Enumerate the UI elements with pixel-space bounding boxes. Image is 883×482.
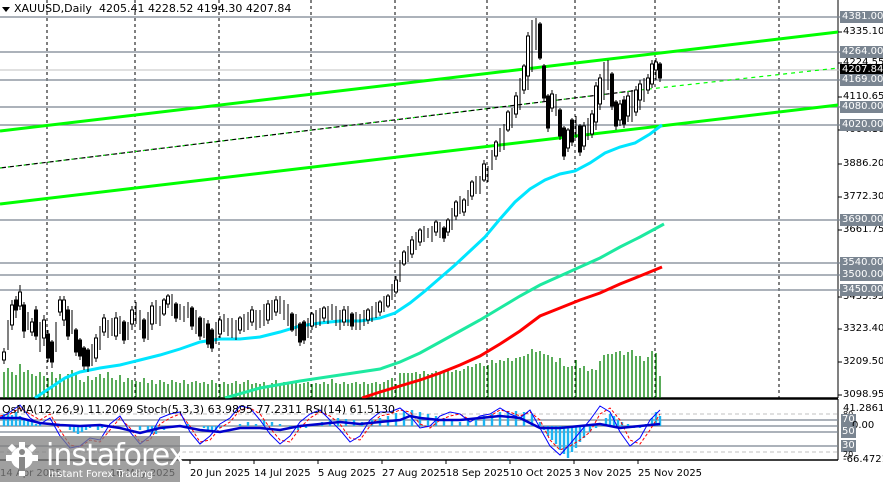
date-label: 3 Nov 2025 xyxy=(574,468,632,479)
level-label: 4080.00 xyxy=(840,101,883,113)
watermark-brand: instaforex xyxy=(46,438,186,473)
indicator-scale-min: -66.4721 xyxy=(843,454,883,465)
candlesticks xyxy=(2,18,662,372)
price-tick: 3772.30 xyxy=(843,191,883,202)
date-label: 20 Jun 2025 xyxy=(190,468,251,479)
level-label: 3450.00 xyxy=(840,284,883,296)
indicator-title: OsMA(12,26,9) 11.2069 Stoch(5,3,3) 63.98… xyxy=(2,403,395,416)
chart-header: XAUUSD,Daily 4205.41 4228.52 4194.30 420… xyxy=(2,2,291,15)
stoch-main-line xyxy=(0,404,661,456)
indicator-level-20: 20 xyxy=(843,450,854,459)
indicator-level-zero: 0.00 xyxy=(852,420,875,431)
date-label: 10 Oct 2025 xyxy=(510,468,572,479)
ema-mid-line xyxy=(224,222,665,400)
level-label: 3690.00 xyxy=(840,214,883,226)
indicator-level-50: 50 xyxy=(841,426,856,438)
ohlc-values: 4205.41 4228.52 4194.30 4207.84 xyxy=(98,2,292,15)
level-label: 4264.00 xyxy=(840,46,883,58)
price-tick: 3323.40 xyxy=(843,323,883,334)
date-label: 14 Jul 2025 xyxy=(254,468,311,479)
current-price-label: 4207.84 xyxy=(840,64,883,76)
date-label: 5 Aug 2025 xyxy=(318,468,376,479)
date-label: 25 Nov 2025 xyxy=(638,468,703,479)
stoch-signal-line xyxy=(0,407,661,451)
price-tick: 3661.75 xyxy=(843,224,883,235)
level-label: 4020.00 xyxy=(840,119,883,131)
ema-slow-line xyxy=(361,265,663,400)
price-tick: 4224.55 xyxy=(843,57,883,68)
dropdown-arrow-icon[interactable] xyxy=(2,6,10,12)
level-label: 4169.00 xyxy=(840,74,883,86)
price-tick: 3435.95 xyxy=(843,291,883,302)
price-tick: 3886.20 xyxy=(843,158,883,169)
volume-bars xyxy=(3,349,661,398)
watermark-tagline: Instant Forex Trading xyxy=(48,469,154,480)
ema-fast-line xyxy=(34,123,663,400)
date-label: 18 Sep 2025 xyxy=(446,468,510,479)
price-tick: 4110.65 xyxy=(843,91,883,102)
date-label: 27 Aug 2025 xyxy=(382,468,447,479)
indicator-level-70: 70 xyxy=(841,414,856,426)
level-label: 4381.00 xyxy=(840,11,883,23)
price-tick: 4335.10 xyxy=(843,26,883,37)
price-tick: 3098.95 xyxy=(843,389,883,400)
rsi-line xyxy=(0,414,661,435)
level-label: 3540.00 xyxy=(840,257,883,269)
symbol-timeframe: XAUUSD,Daily xyxy=(14,2,92,15)
instaforex-gear-logo-icon xyxy=(6,442,38,476)
horizontal-levels xyxy=(0,16,840,291)
indicator-scale-max: 41.2861 xyxy=(843,403,883,414)
indicator-level-30: 30 xyxy=(841,440,856,452)
price-tick: 3209.50 xyxy=(843,356,883,367)
trend-channel xyxy=(0,30,839,206)
level-label: 3500.00 xyxy=(840,269,883,281)
instaforex-watermark: instaforex Instant Forex Trading xyxy=(0,436,186,482)
